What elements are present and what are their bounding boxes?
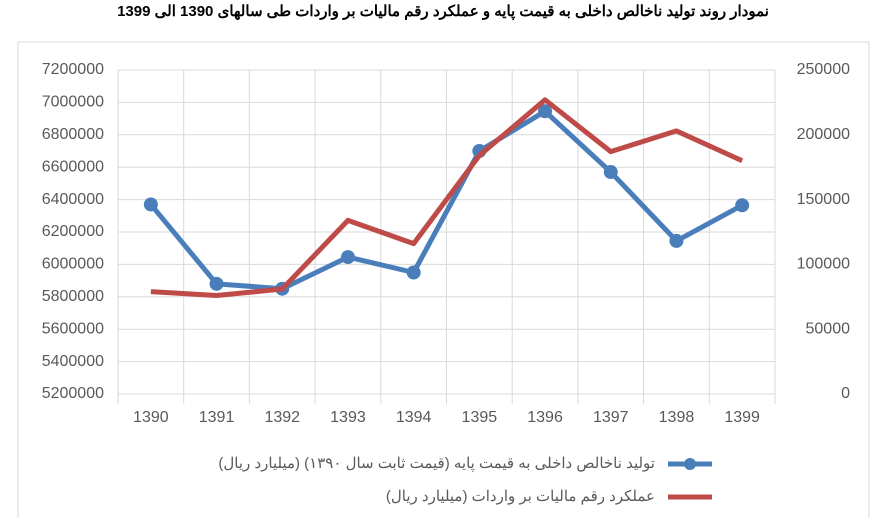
marker [603,165,618,180]
marker [209,276,224,291]
x-tick-label: 1393 [330,409,366,426]
legend-label: تولید ناخالص داخلی به قیمت پایه (قیمت ثا… [218,455,655,472]
x-tick-label: 1395 [462,409,498,426]
y-tick-label: 7200000 [42,61,104,78]
x-tick-label: 1396 [527,409,563,426]
y-tick-label: 5400000 [42,353,104,370]
marker [340,250,355,265]
y2-tick-label: 150000 [797,191,850,208]
y2-tick-label: 50000 [806,320,851,337]
y2-tick-label: 100000 [797,256,850,273]
marker [538,104,553,119]
series-line [150,97,744,299]
y-tick-label: 5200000 [42,385,104,402]
legend-marker [684,458,696,470]
x-tick-label: 1391 [199,409,235,426]
y-tick-label: 6800000 [42,126,104,143]
chart-border [17,41,870,523]
y-tick-label: 6200000 [42,223,104,240]
y2-tick-label: 0 [841,385,850,402]
x-tick-label: 1390 [133,409,169,426]
marker [143,197,158,212]
y-tick-label: 5600000 [42,320,104,337]
x-tick-label: 1399 [724,409,760,426]
x-tick-label: 1394 [396,409,432,426]
y-tick-label: 5800000 [42,288,104,305]
x-tick-label: 1398 [659,409,695,426]
marker [735,198,750,213]
x-tick-label: 1397 [593,409,629,426]
legend-label: عملکرد رقم مالیات بر واردات (میلیارد ریا… [386,488,655,505]
y-tick-label: 6600000 [42,158,104,175]
x-tick-label: 1392 [264,409,300,426]
y-tick-label: 6400000 [42,191,104,208]
series-line [148,108,744,292]
y2-tick-label: 200000 [797,126,850,143]
chart-title: نمودار روند تولید ناخالص داخلی به قیمت پ… [117,3,769,21]
y-tick-label: 7000000 [42,94,104,111]
marker [669,233,684,248]
y-tick-label: 6000000 [42,256,104,273]
marker [406,265,421,280]
y2-tick-label: 250000 [797,61,850,78]
